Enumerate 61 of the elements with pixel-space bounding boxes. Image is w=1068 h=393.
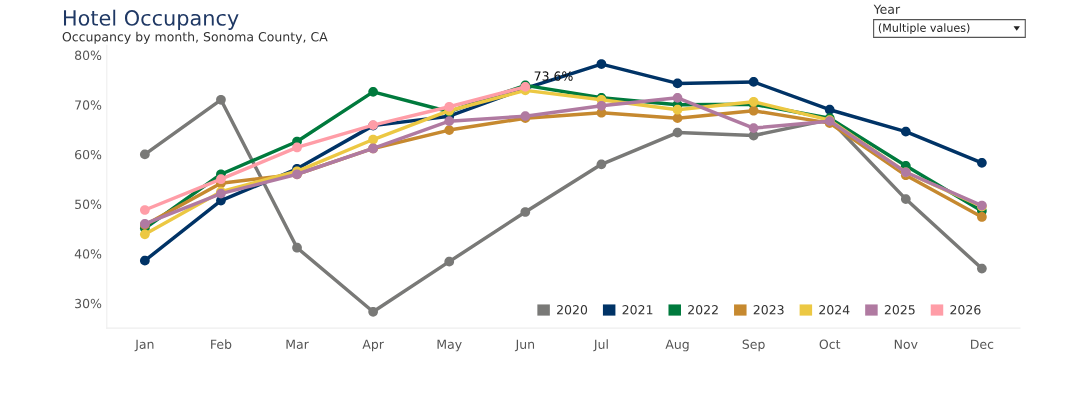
legend-label: 2023 (753, 305, 784, 315)
text: Year (873, 4, 901, 14)
point (368, 134, 378, 145)
point (139, 149, 150, 160)
x-tick-label: Apr (362, 339, 384, 352)
x-tick-label: Jun (514, 339, 535, 352)
point (444, 256, 455, 267)
x-tick-label: Jan (134, 339, 154, 352)
point (748, 77, 759, 87)
x-tick-label: May (437, 339, 462, 352)
point (977, 263, 987, 274)
point (596, 100, 607, 111)
point (216, 94, 226, 105)
point (139, 205, 150, 215)
y-tick-label: 80% (75, 50, 102, 61)
x-tick-label: Oct (819, 339, 841, 349)
point (748, 123, 759, 133)
point (292, 142, 302, 153)
point (444, 125, 455, 135)
point (977, 157, 987, 168)
chart-subtitle: Occupancy by month, Sonoma County, CA (62, 31, 328, 44)
x-tick-label: Feb (211, 339, 232, 349)
x-tick-label: Jul (593, 339, 608, 352)
legend-label: 2026 (950, 305, 981, 315)
point (672, 127, 683, 138)
x-tick-label: Sep (742, 339, 765, 352)
point (672, 78, 683, 89)
point (139, 229, 150, 240)
text: (Multiple values) (878, 23, 970, 35)
y-tick-label: 70% (75, 100, 102, 110)
point (444, 116, 455, 127)
point (900, 126, 911, 137)
legend-label: 2020 (557, 305, 588, 315)
x-tick-label: Mar (286, 339, 309, 349)
point (596, 159, 607, 170)
point (596, 59, 607, 69)
point (216, 174, 226, 185)
y-tick-label: 60% (75, 149, 102, 160)
legend-label: 2025 (884, 305, 915, 315)
x-tick-label: Nov (894, 339, 918, 349)
point (368, 306, 378, 317)
point (977, 212, 987, 222)
x-tick-label: Aug (665, 339, 689, 352)
point (672, 92, 683, 103)
y-tick-label: 30% (75, 298, 102, 309)
y-tick-label: 40% (74, 249, 102, 259)
point (672, 113, 683, 124)
legend-label: 2022 (688, 305, 718, 315)
point (672, 104, 683, 115)
legend-label: 2021 (622, 305, 653, 315)
point (444, 101, 455, 112)
point (368, 87, 378, 97)
point (900, 194, 911, 204)
legend-label: 2024 (819, 305, 850, 315)
y-tick-label: 50% (75, 199, 102, 209)
point (292, 242, 302, 253)
x-tick-label: Dec (971, 339, 994, 349)
point (139, 255, 150, 266)
chart-title: Hotel Occupancy (63, 9, 239, 30)
point (520, 207, 531, 217)
point (824, 104, 835, 115)
